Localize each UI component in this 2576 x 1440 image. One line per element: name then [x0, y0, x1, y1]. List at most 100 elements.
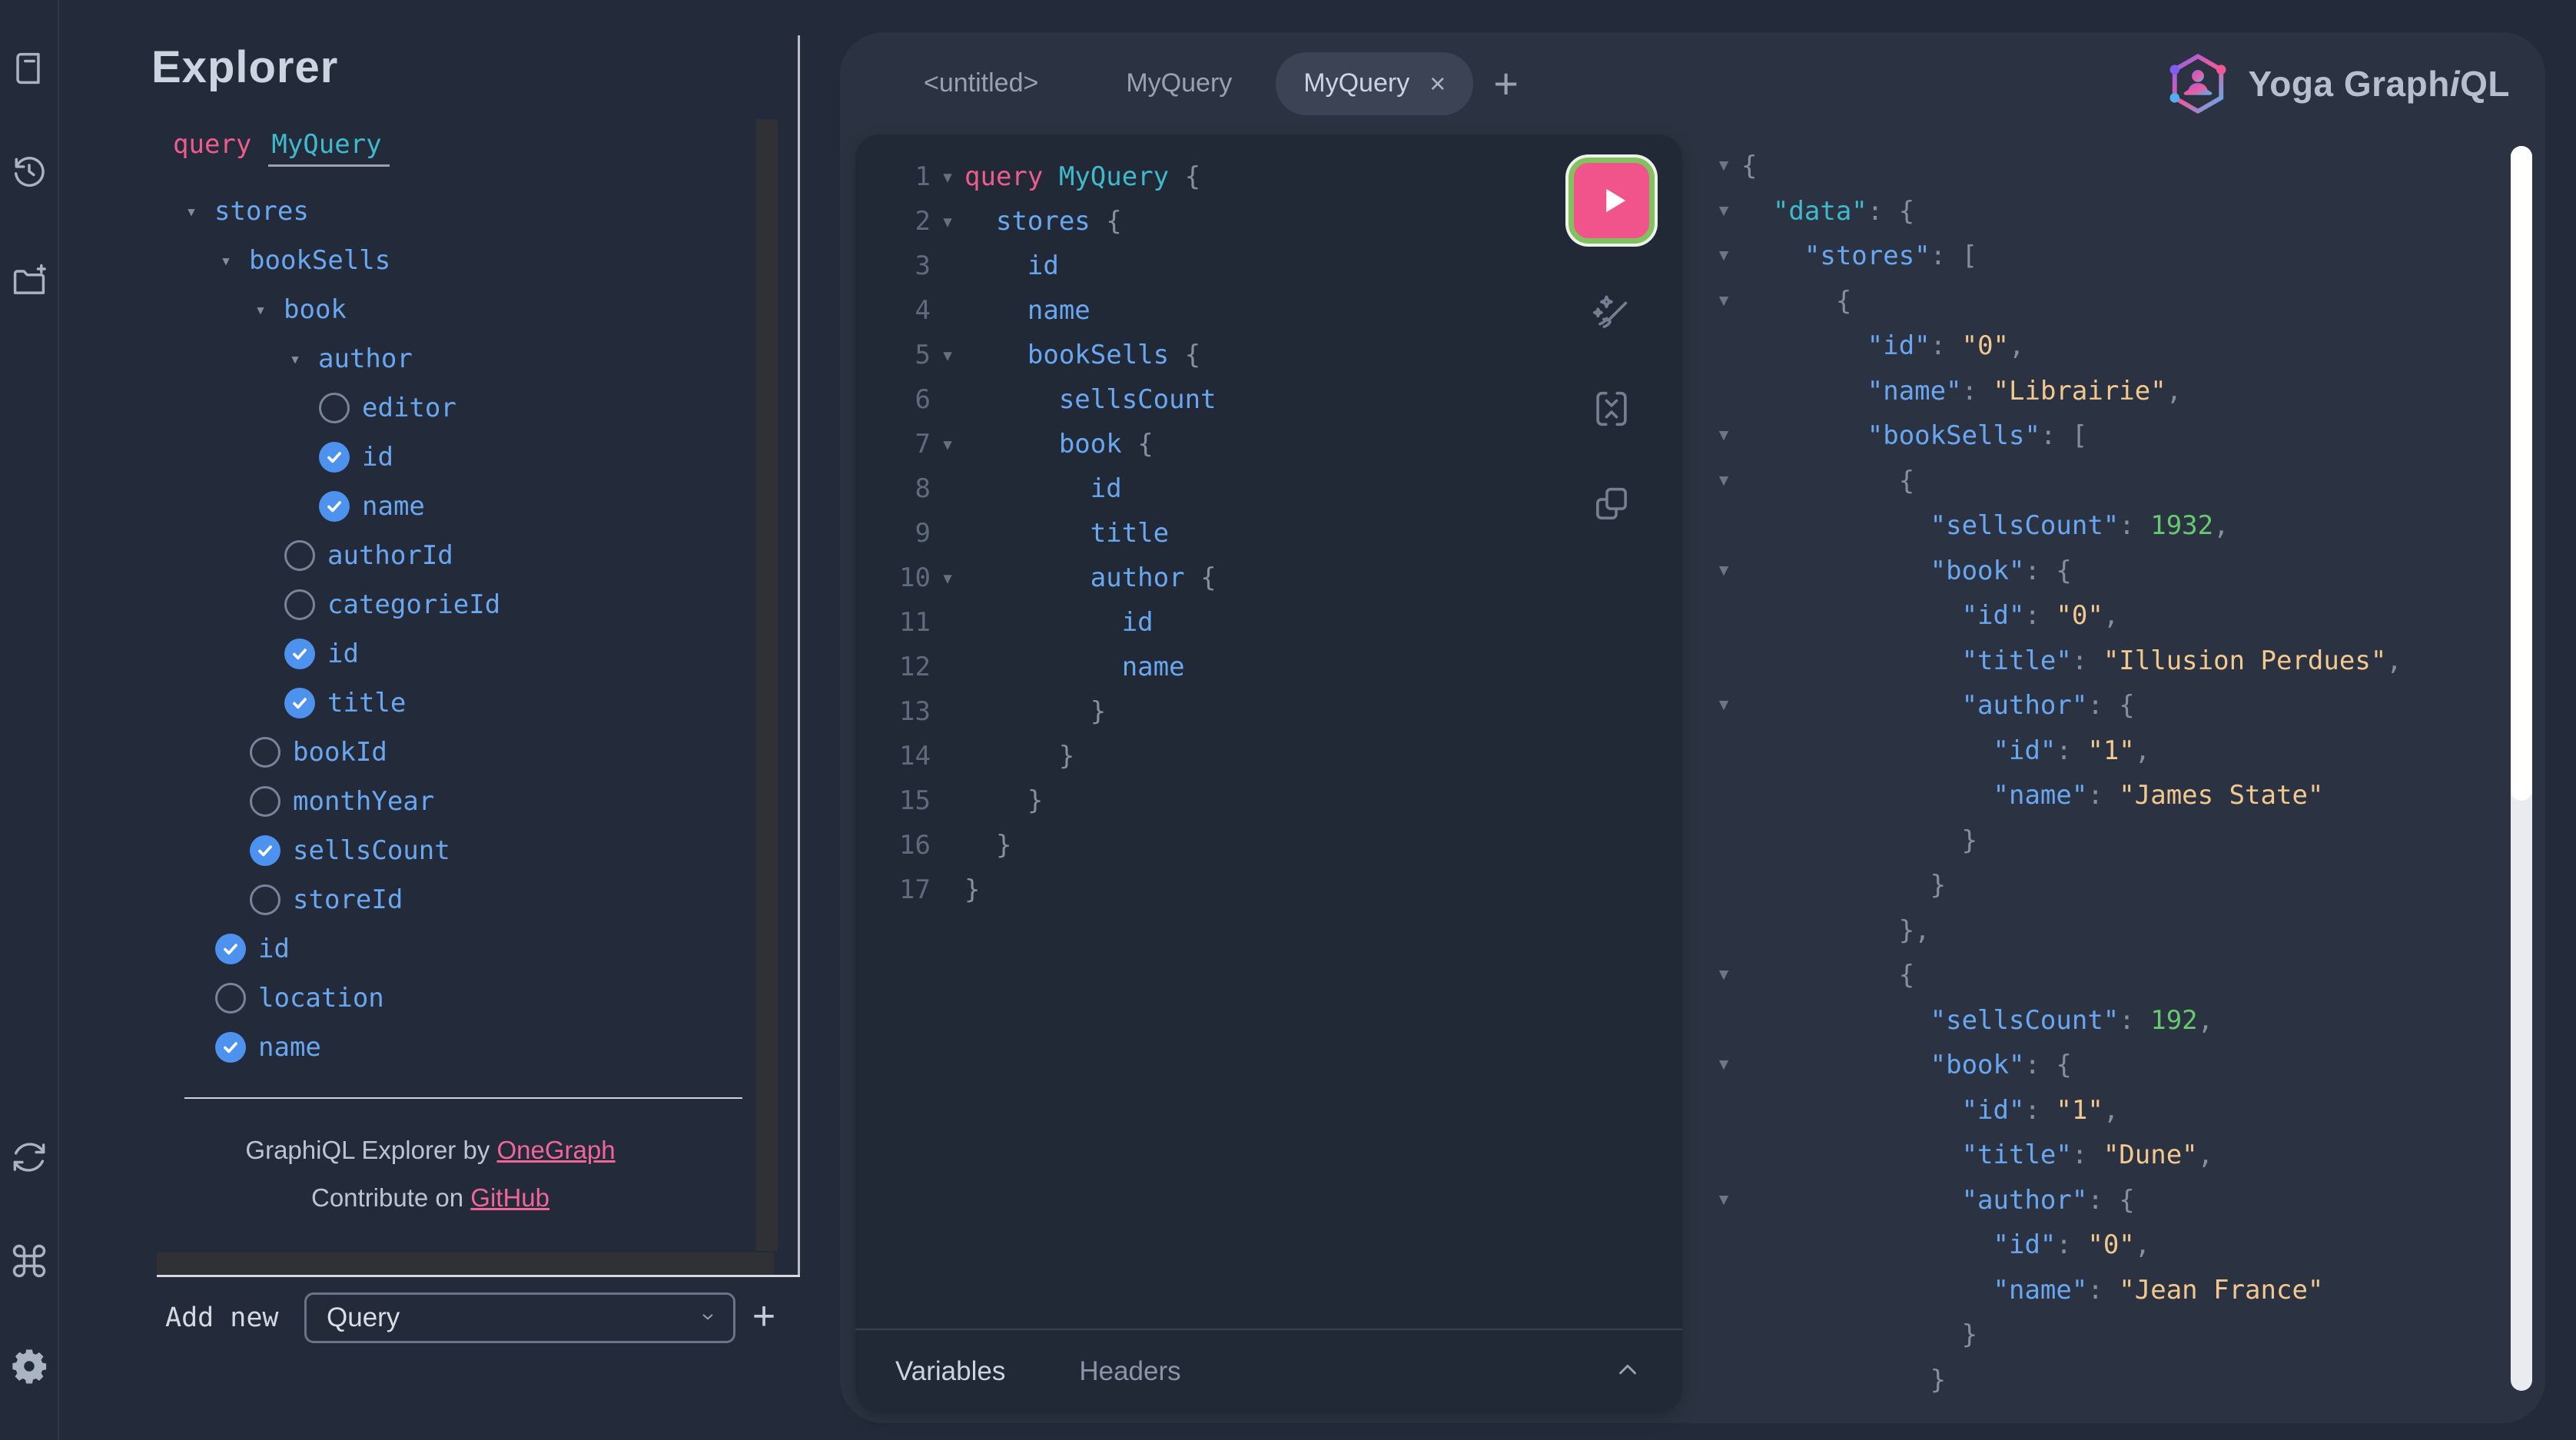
code-line: 1 ▾ query MyQuery { [875, 154, 1682, 199]
new-tab-button[interactable]: + [1493, 59, 1519, 108]
keyboard-shortcuts-icon[interactable] [8, 1240, 50, 1282]
fold-arrow-icon[interactable]: ▾ [943, 344, 952, 365]
session-tab[interactable]: MyQuery × [1276, 51, 1474, 115]
add-operation-button[interactable]: + [752, 1294, 776, 1339]
fold-arrow-icon[interactable]: ▼ [1715, 157, 1732, 175]
explorer-vertical-scrollbar[interactable] [756, 119, 778, 1251]
editor-tools-footer: Variables Headers [855, 1329, 1682, 1413]
code-text: bookSells { [964, 340, 1200, 370]
fold-arrow-icon[interactable]: ▼ [1715, 966, 1732, 984]
tab-variables[interactable]: Variables [895, 1356, 1006, 1386]
collapse-tools-icon[interactable] [1613, 1355, 1642, 1389]
explorer-field-row[interactable]: monthYear [58, 777, 798, 826]
explorer-horizontal-scrollbar[interactable] [157, 1253, 774, 1274]
response-text: }, [1741, 915, 1930, 946]
fold-arrow-icon[interactable]: ▾ [943, 433, 952, 454]
explorer-field-row[interactable]: ▾ book [58, 285, 798, 334]
collapse-arrow-icon[interactable]: ▾ [220, 250, 232, 271]
fold-arrow-icon[interactable]: ▼ [1715, 1056, 1732, 1074]
history-icon[interactable] [8, 151, 50, 192]
collapse-arrow-icon[interactable]: ▾ [254, 299, 267, 320]
add-new-operation-select[interactable]: Query [304, 1292, 735, 1343]
explorer-field-row[interactable]: sellsCount [58, 826, 798, 875]
prettify-icon[interactable] [1588, 290, 1635, 337]
field-checkbox[interactable] [215, 1032, 246, 1063]
explorer-field-row[interactable]: ▾ stores [58, 187, 798, 236]
settings-icon[interactable] [8, 1345, 50, 1387]
github-link[interactable]: GitHub [470, 1183, 550, 1212]
field-checkbox[interactable] [284, 589, 315, 620]
field-label: bookSells [249, 245, 391, 276]
fold-arrow-icon[interactable]: ▼ [1715, 1190, 1732, 1209]
onegraph-link[interactable]: OneGraph [496, 1136, 616, 1164]
explorer-field-row[interactable]: title [58, 679, 798, 728]
field-label: book [284, 294, 347, 325]
query-editor[interactable]: 1 ▾ query MyQuery {2 ▾ stores {3 id 4 name 5 ▾… [855, 134, 1682, 1329]
operation-name-input[interactable]: MyQuery [268, 129, 390, 167]
collapse-arrow-icon[interactable]: ▾ [185, 201, 198, 222]
explorer-field-row[interactable]: ▾ author [58, 334, 798, 383]
field-checkbox[interactable] [319, 393, 350, 423]
explorer-field-row[interactable]: authorId [58, 531, 798, 580]
tab-headers[interactable]: Headers [1079, 1356, 1181, 1386]
token-pu: } [1090, 696, 1107, 727]
token-pu: } [1027, 785, 1044, 816]
explorer-field-row[interactable]: categorieId [58, 580, 798, 629]
explorer-field-row[interactable]: editor [58, 383, 798, 433]
fold-arrow-icon[interactable]: ▼ [1715, 201, 1732, 220]
response-text: "book": { [1741, 556, 2072, 586]
fold-arrow-icon[interactable]: ▼ [1715, 561, 1732, 579]
explorer-field-row[interactable]: name [58, 482, 798, 531]
fold-arrow-icon[interactable]: ▼ [1715, 696, 1732, 715]
docs-icon[interactable] [8, 48, 50, 89]
response-scrollbar-thumb[interactable] [2511, 146, 2532, 801]
code-line: 8 id [875, 466, 1682, 511]
fold-arrow-icon[interactable]: ▾ [943, 211, 952, 231]
field-label: authorId [327, 540, 453, 571]
fold-arrow-icon[interactable]: ▼ [1715, 291, 1732, 310]
merge-fragments-icon[interactable] [1588, 385, 1635, 433]
field-checkbox[interactable] [215, 983, 246, 1014]
explorer-field-row[interactable]: ▾ bookSells [58, 236, 798, 285]
refetch-schema-icon[interactable] [8, 1136, 50, 1178]
indent [1741, 330, 1867, 361]
session-tab[interactable]: <untitled> [880, 68, 1082, 98]
field-checkbox[interactable] [250, 884, 281, 915]
field-checkbox[interactable] [250, 737, 281, 768]
fold-arrow-icon[interactable]: ▾ [943, 567, 952, 588]
fold-arrow-icon[interactable]: ▾ [943, 166, 952, 187]
field-checkbox[interactable] [284, 639, 315, 669]
field-checkbox[interactable] [319, 442, 350, 473]
token-keyd: "data" [1772, 195, 1867, 227]
collapse-arrow-icon[interactable]: ▾ [289, 348, 301, 370]
explorer-field-row[interactable]: name [58, 1023, 798, 1072]
fold-arrow-icon[interactable]: ▼ [1715, 426, 1732, 445]
explorer-field-row[interactable]: id [58, 629, 798, 679]
copy-query-icon[interactable] [1588, 480, 1635, 528]
token-fld: book [1058, 429, 1122, 460]
session-tab[interactable]: MyQuery [1082, 68, 1276, 98]
field-checkbox[interactable] [284, 540, 315, 571]
field-checkbox[interactable] [250, 786, 281, 817]
explorer-field-row[interactable]: storeId [58, 875, 798, 924]
field-checkbox[interactable] [215, 934, 246, 964]
field-label: id [327, 639, 359, 669]
fold-arrow-icon[interactable]: ▼ [1715, 247, 1732, 265]
explorer-field-row[interactable]: id [58, 924, 798, 974]
token-fld: bookSells [1027, 340, 1170, 370]
field-checkbox[interactable] [319, 491, 350, 522]
token-key: "title" [1961, 645, 2072, 676]
indent [1741, 690, 1962, 721]
explorer-field-row[interactable]: id [58, 433, 798, 482]
fold-arrow-icon[interactable]: ▼ [1715, 471, 1732, 489]
line-number: 10 [899, 562, 931, 593]
indent [964, 696, 1090, 727]
explorer-field-row[interactable]: location [58, 974, 798, 1023]
execute-query-button[interactable] [1569, 158, 1655, 244]
line-number: 16 [899, 830, 931, 861]
field-checkbox[interactable] [250, 835, 281, 866]
field-checkbox[interactable] [284, 688, 315, 718]
explorer-field-row[interactable]: bookId [58, 728, 798, 777]
new-collection-icon[interactable] [8, 260, 50, 302]
close-tab-icon[interactable]: × [1429, 67, 1446, 99]
